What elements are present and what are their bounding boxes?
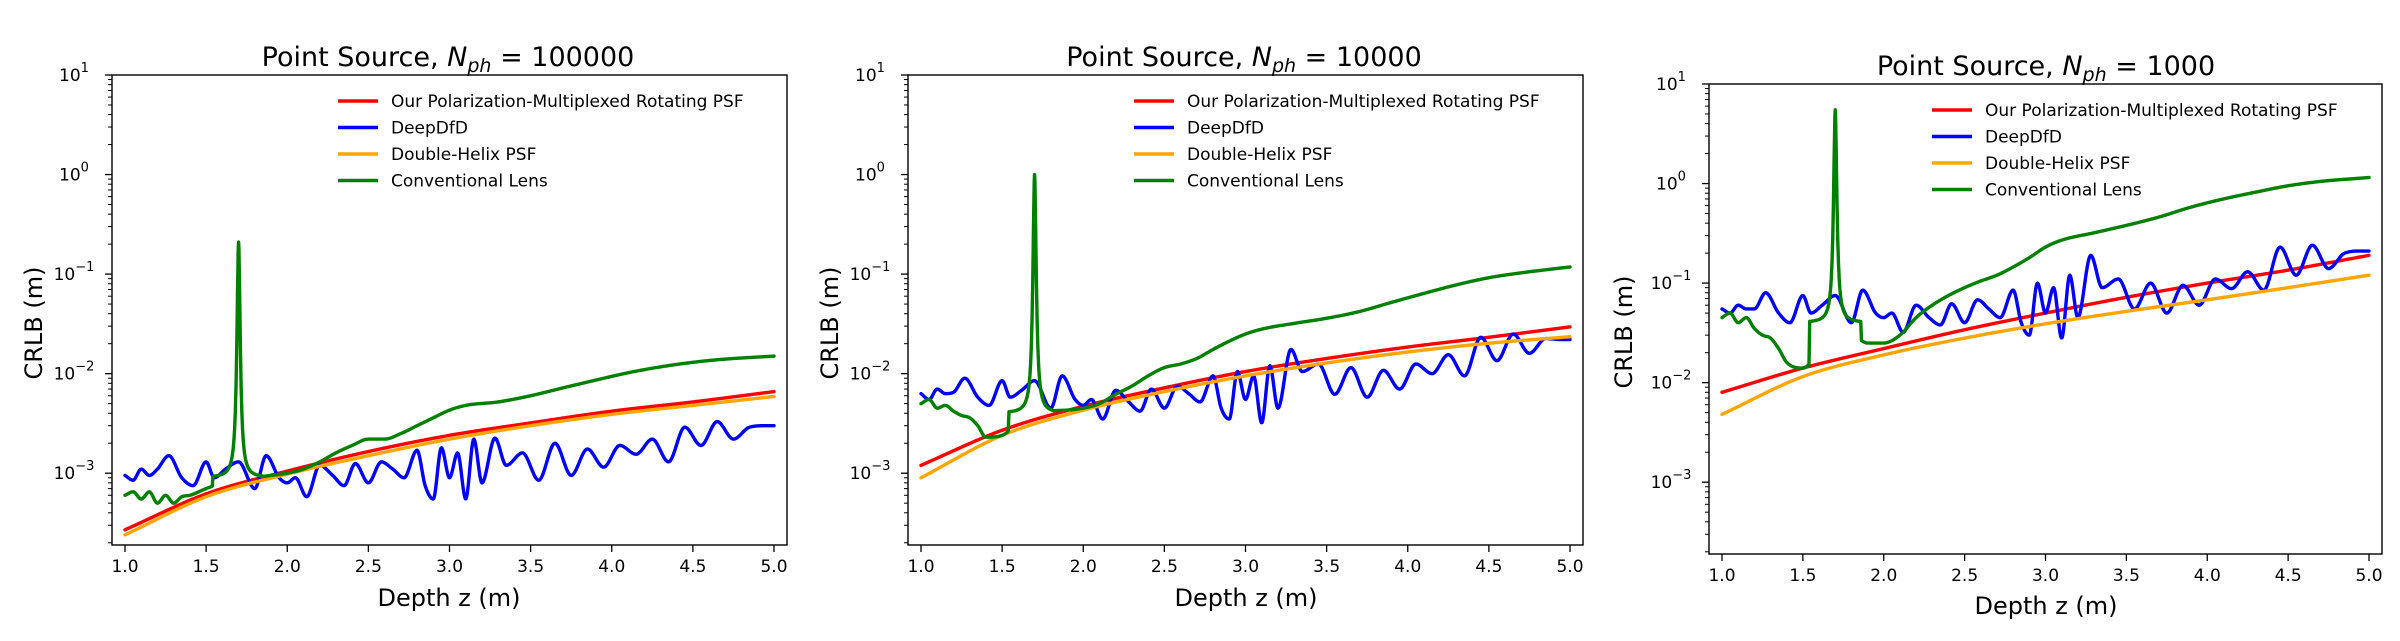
series-layer [123,240,776,537]
legend-label: Conventional Lens [391,172,548,192]
x-tick-label: 1.0 [907,557,934,577]
legend-label: Our Polarization-Multiplexed Rotating PS… [391,92,744,112]
series-line-4 [1720,108,2371,370]
legend: Our Polarization-Multiplexed Rotating PS… [338,92,744,192]
legend: Our Polarization-Multiplexed Rotating PS… [1932,101,2338,201]
x-axis-label: Depth z (m) [1974,592,2117,620]
chart-panel-2: 1.0 1.5 2.0 2.5 3.0 3.5 4.0 4.5 5.0 10−3 10−2 10−1 1… [816,42,1584,612]
y-tick-label: 101 [855,61,885,86]
legend-label: Conventional Lens [1187,172,1344,192]
y-tick-label: 100 [59,161,89,186]
y-tick-label: 10−3 [54,459,95,484]
y-tick-label: 10−2 [54,360,95,385]
y-tick-label: 10−1 [1651,269,1692,294]
y-tick-label: 101 [59,61,89,86]
x-tick-label: 3.0 [2032,566,2059,586]
y-axis-label: CRLB (m) [20,266,48,379]
x-axis-label: Depth z (m) [1174,584,1317,612]
x-tick-label: 1.5 [193,557,220,577]
x-tick-label: 2.5 [355,557,382,577]
y-tick-label: 10−3 [850,459,891,484]
x-axis-label: Depth z (m) [377,584,520,612]
series-line-3 [919,335,1572,480]
legend-label: DeepDfD [1187,119,1264,139]
y-tick-label: 100 [1656,170,1686,195]
series-line-2 [123,419,776,501]
x-tick-label: 3.5 [517,557,544,577]
x-tick-label: 3.0 [1232,557,1259,577]
y-axis-label: CRLB (m) [816,266,844,379]
legend-label: Double-Helix PSF [1985,154,2130,174]
legend-label: Conventional Lens [1985,181,2142,201]
series-line-4 [123,240,776,505]
x-tick-label: 3.5 [2113,566,2140,586]
x-tick-label: 5.0 [2355,566,2382,586]
series-line-3 [123,394,776,537]
y-axis-label: CRLB (m) [1610,275,1638,388]
x-tick-label: 2.0 [1070,557,1097,577]
plot-area: 1.0 1.5 2.0 2.5 3.0 3.5 4.0 4.5 5.0 10−3 10−2 10−1 1… [54,61,788,577]
chart-title: Point Source, Nph = 1000 [1877,51,2215,86]
x-tick-label: 1.0 [1708,566,1735,586]
y-tick-label: 101 [1656,70,1686,95]
plot-area: 1.0 1.5 2.0 2.5 3.0 3.5 4.0 4.5 5.0 10−3 10−2 10−1 1… [1651,70,2383,586]
x-tick-label: 2.5 [1151,557,1178,577]
chart-title: Point Source, Nph = 100000 [262,42,635,77]
x-tick-label: 4.0 [598,557,625,577]
y-tick-label: 10−1 [54,260,95,285]
y-tick-label: 10−3 [1651,468,1692,493]
x-tick-label: 3.5 [1313,557,1340,577]
y-tick-label: 10−2 [1651,369,1692,394]
x-tick-label: 2.5 [1951,566,1978,586]
series-line-1 [123,389,776,532]
legend-label: DeepDfD [1985,128,2062,148]
legend: Our Polarization-Multiplexed Rotating PS… [1134,92,1540,192]
x-tick-label: 4.5 [1475,557,1502,577]
legend-label: Our Polarization-Multiplexed Rotating PS… [1187,92,1540,112]
plot-area: 1.0 1.5 2.0 2.5 3.0 3.5 4.0 4.5 5.0 10−3 10−2 10−1 1… [850,61,1584,577]
chart-panel-3: 1.0 1.5 2.0 2.5 3.0 3.5 4.0 4.5 5.0 10−3 10−2 10−1 1… [1610,51,2383,620]
x-tick-label: 2.0 [274,557,301,577]
y-tick-label: 10−1 [850,260,891,285]
legend-label: Double-Helix PSF [391,145,536,165]
legend-label: Double-Helix PSF [1187,145,1332,165]
x-tick-label: 4.5 [2275,566,2302,586]
x-tick-label: 4.0 [1394,557,1421,577]
series-line-3 [1720,273,2371,417]
series-layer [1720,108,2371,417]
series-layer [919,172,1572,480]
x-tick-label: 1.0 [111,557,138,577]
x-tick-label: 1.5 [1789,566,1816,586]
legend-label: DeepDfD [391,119,468,139]
x-tick-label: 1.5 [989,557,1016,577]
x-tick-label: 5.0 [760,557,787,577]
series-line-1 [919,325,1572,468]
chart-title: Point Source, Nph = 10000 [1066,42,1422,77]
x-tick-label: 5.0 [1556,557,1583,577]
y-tick-label: 100 [855,161,885,186]
chart-panel-1: 1.0 1.5 2.0 2.5 3.0 3.5 4.0 4.5 5.0 10−3 10−2 10−1 1… [20,42,788,612]
series-line-4 [919,172,1572,439]
x-tick-label: 4.5 [679,557,706,577]
legend-label: Our Polarization-Multiplexed Rotating PS… [1985,101,2338,121]
y-tick-label: 10−2 [850,360,891,385]
x-tick-label: 2.0 [1870,566,1897,586]
x-tick-label: 4.0 [2194,566,2221,586]
x-tick-label: 3.0 [436,557,463,577]
